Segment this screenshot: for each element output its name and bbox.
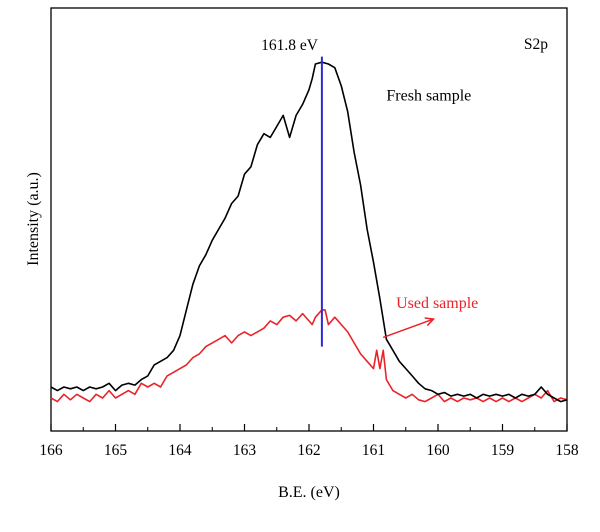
reference-line-group: 161.8 eV (261, 37, 323, 347)
x-tick-label: 163 (233, 442, 257, 459)
reference-line-label: 161.8 eV (261, 37, 319, 54)
annotation-fresh-sample: Fresh sample (386, 88, 471, 105)
x-tick-label: 162 (297, 442, 320, 459)
series-line-fresh-sample (50, 61, 568, 403)
x-tick-label: 164 (168, 442, 192, 459)
x-tick-label: 166 (39, 442, 63, 459)
plot-frame (50, 7, 568, 432)
y-axis-label: Intensity (a.u.) (25, 172, 42, 266)
x-tick-label: 159 (491, 442, 515, 459)
x-axis-label: B.E. (eV) (278, 484, 340, 501)
panel-label: S2p (524, 36, 548, 53)
series-group (50, 61, 568, 403)
annotations-group: Fresh sample Used sample (382, 88, 478, 339)
annotation-used-sample: Used sample (396, 295, 478, 312)
series-line-used-sample (50, 309, 568, 403)
x-ticks: 166 165 164 163 162 161 160 159 158 (39, 424, 579, 459)
x-tick-label: 161 (362, 442, 385, 459)
arrow-used-sample (382, 319, 433, 339)
x-tick-label: 158 (555, 442, 579, 459)
x-tick-label: 160 (426, 442, 450, 459)
x-tick-label: 165 (104, 442, 128, 459)
